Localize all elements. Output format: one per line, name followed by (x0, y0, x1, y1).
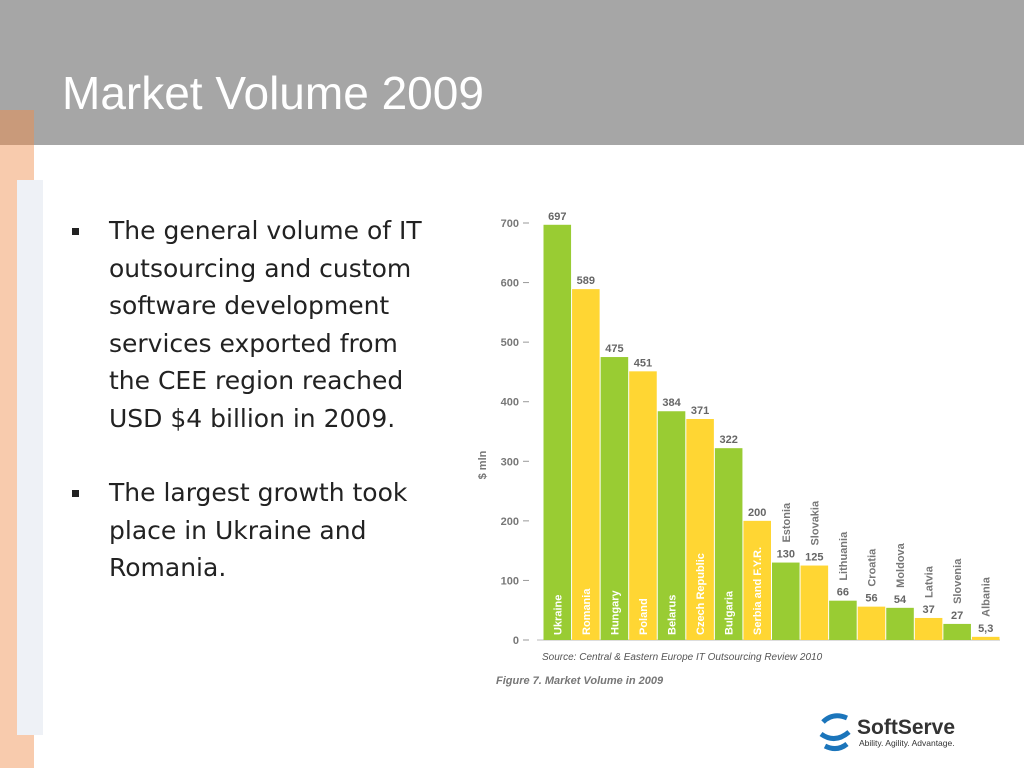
y-axis-label: $ mln (477, 450, 489, 479)
slide-title: Market Volume 2009 (62, 67, 484, 119)
category-label: Estonia (781, 502, 793, 543)
category-label: Slovenia (952, 558, 964, 604)
bar (886, 607, 914, 640)
category-label: Latvia (924, 565, 936, 598)
category-label: Czech Republic (695, 553, 707, 635)
y-tick-label: 200 (501, 516, 519, 528)
source: Source: Central & Eastern Europe IT Outs… (542, 652, 823, 663)
bullet: The general volume of IT outsourcing and… (72, 212, 432, 437)
bar (914, 617, 943, 640)
y-tick-label: 600 (501, 278, 519, 290)
y-tick-label: 0 (513, 635, 519, 647)
category-label: Hungary (609, 590, 621, 636)
category-label: Belarus (667, 595, 679, 635)
value-label: 475 (605, 343, 623, 355)
value-label: 54 (894, 594, 907, 606)
side-panel (17, 180, 43, 735)
value-label: 322 (719, 434, 737, 446)
bar (857, 606, 886, 640)
value-label: 125 (805, 552, 823, 564)
value-label: 371 (691, 405, 709, 417)
bullet: The largest growth took place in Ukraine… (72, 474, 432, 587)
logo-name: SoftServe (857, 716, 955, 739)
bar (772, 562, 800, 640)
category-label: Romania (581, 588, 593, 635)
y-tick-label: 700 (501, 218, 519, 230)
value-label: 130 (777, 549, 795, 561)
category-label: Croatia (866, 548, 878, 587)
header-band (0, 0, 1024, 145)
bar (629, 371, 657, 640)
bar (800, 565, 829, 640)
value-label: 200 (748, 507, 766, 519)
category-label: Poland (638, 598, 650, 635)
value-label: 27 (951, 610, 963, 622)
value-label: 384 (662, 397, 681, 409)
logo: SoftServe Ability. Agility. Advantage. (819, 713, 955, 752)
bar (943, 623, 971, 640)
category-label: Ukraine (552, 595, 564, 635)
y-tick-label: 400 (501, 397, 519, 409)
value-label: 5,3 (978, 623, 993, 635)
value-label: 56 (865, 593, 877, 605)
bar (829, 600, 857, 640)
bar (543, 224, 572, 640)
y-tick-label: 300 (501, 456, 519, 468)
category-label: Moldova (895, 542, 907, 587)
y-tick-label: 100 (501, 575, 519, 587)
logo-tagline: Ability. Agility. Advantage. (859, 738, 955, 748)
chart: $ mln Source: Central & Eastern Europe I… (477, 211, 1000, 687)
category-label: Slovakia (809, 500, 821, 546)
y-tick-label: 500 (501, 337, 519, 349)
logo-mark (819, 713, 851, 752)
category-label: Lithuania (838, 531, 850, 581)
category-label: Albania (981, 576, 993, 617)
bar (743, 520, 771, 640)
bar (600, 357, 629, 640)
caption: Figure 7. Market Volume in 2009 (496, 675, 664, 687)
bar (657, 411, 686, 640)
value-label: 589 (577, 275, 595, 287)
category-label: Serbia and F.Y.R. (752, 547, 764, 635)
value-label: 37 (922, 604, 934, 616)
side-block (0, 110, 34, 145)
bar (572, 289, 600, 640)
value-label: 697 (548, 211, 566, 223)
value-label: 66 (837, 587, 849, 599)
bullet-list: The general volume of IT outsourcing and… (72, 212, 432, 624)
bar (714, 448, 743, 640)
value-label: 451 (634, 357, 652, 369)
bar (686, 418, 714, 640)
bar (971, 636, 1000, 640)
category-label: Bulgaria (724, 590, 736, 635)
